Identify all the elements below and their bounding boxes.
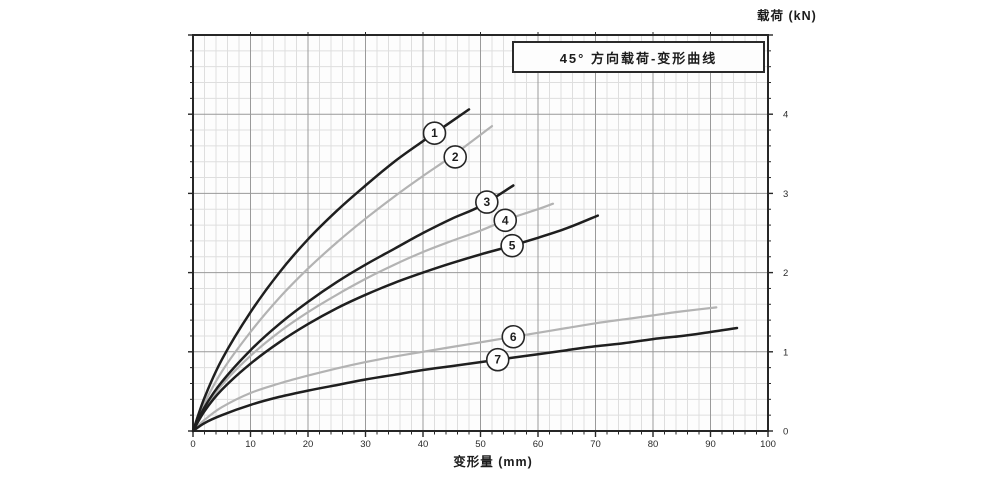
y-tick-label: 4 bbox=[783, 110, 788, 121]
svg-text:6: 6 bbox=[510, 330, 517, 344]
y-axis-title: 载荷 (kN) bbox=[757, 9, 817, 23]
x-axis-title: 变形量 (mm) bbox=[453, 455, 533, 469]
chart-title-box: 45° 方向载荷-变形曲线 bbox=[512, 41, 765, 73]
curve-5 bbox=[191, 214, 600, 433]
curve-label-2: 2 bbox=[443, 145, 468, 169]
curve-7 bbox=[191, 326, 739, 433]
x-tick-labels: 0 10 20 30 40 50 60 70 80 90 100 bbox=[190, 439, 776, 450]
plot-frame bbox=[192, 34, 769, 432]
x-tick-label: 40 bbox=[418, 439, 429, 450]
curve-label-7: 7 bbox=[485, 347, 510, 372]
curve-label-6: 6 bbox=[501, 324, 526, 349]
x-tick-label: 50 bbox=[475, 439, 486, 450]
svg-text:7: 7 bbox=[494, 353, 501, 367]
curve-2 bbox=[191, 125, 494, 433]
chart-title: 45° 方向载荷-变形曲线 bbox=[559, 50, 718, 66]
y-tick-labels: 0 1 2 3 4 bbox=[783, 110, 788, 438]
y-tick-label: 2 bbox=[783, 268, 788, 279]
x-tick-label: 30 bbox=[360, 439, 371, 450]
svg-text:3: 3 bbox=[483, 195, 490, 209]
svg-text:5: 5 bbox=[509, 239, 516, 253]
curve-label-4: 4 bbox=[493, 208, 518, 233]
x-tick-label: 10 bbox=[245, 439, 256, 450]
x-tick-label: 20 bbox=[303, 439, 314, 450]
x-tick-label: 90 bbox=[705, 439, 716, 450]
grid-minor bbox=[193, 35, 768, 431]
y-tick-label: 3 bbox=[783, 189, 788, 200]
curve-3 bbox=[191, 184, 515, 433]
curve-label-3: 3 bbox=[475, 190, 499, 214]
svg-text:4: 4 bbox=[502, 213, 509, 227]
y-tick-label: 0 bbox=[783, 427, 788, 438]
x-tick-label: 60 bbox=[533, 439, 544, 450]
svg-text:2: 2 bbox=[452, 150, 459, 164]
x-tick-label: 80 bbox=[648, 439, 659, 450]
x-tick-label: 70 bbox=[590, 439, 601, 450]
x-tick-label: 0 bbox=[190, 439, 195, 450]
svg-text:1: 1 bbox=[431, 126, 438, 140]
curve-6 bbox=[191, 306, 718, 433]
curve-label-5: 5 bbox=[500, 233, 524, 258]
x-tick-label: 100 bbox=[760, 439, 776, 450]
curve-label-1: 1 bbox=[422, 121, 447, 146]
y-tick-label: 1 bbox=[783, 347, 788, 358]
